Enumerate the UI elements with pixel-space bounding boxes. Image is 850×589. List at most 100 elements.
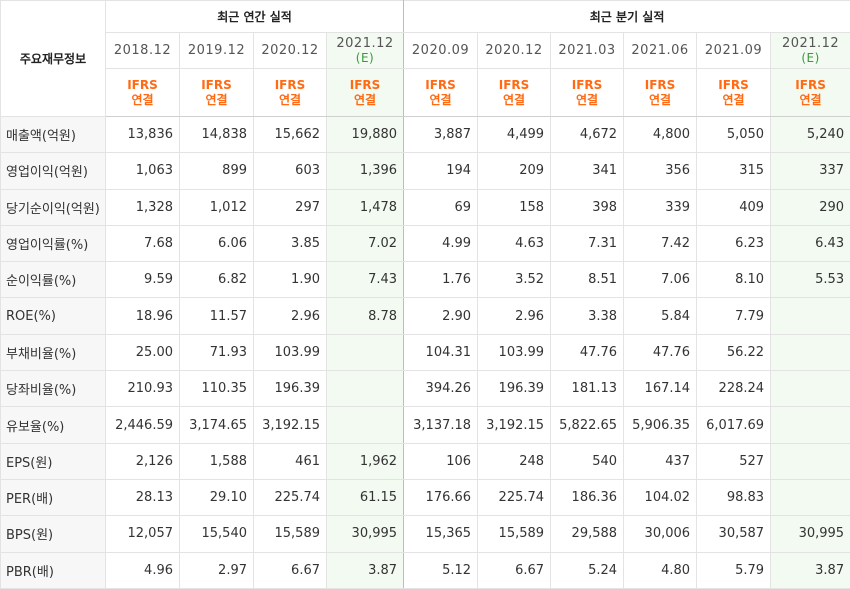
- row-label: BPS(원): [1, 516, 106, 552]
- table-cell: [771, 298, 850, 334]
- table-cell: 461: [254, 443, 327, 479]
- consolidated-label: 연결: [327, 93, 403, 108]
- period-label: 2020.12: [261, 43, 318, 58]
- table-cell: 1,328: [106, 189, 180, 225]
- period-header: 2021.12(E): [771, 33, 850, 69]
- table-cell: 47.76: [624, 334, 697, 370]
- table-cell: 5,822.65: [551, 407, 624, 443]
- table-cell: 30,006: [624, 516, 697, 552]
- estimate-marker: (E): [327, 51, 403, 65]
- table-cell: 409: [697, 189, 771, 225]
- table-cell: 15,589: [478, 516, 551, 552]
- table-cell: 3.38: [551, 298, 624, 334]
- table-cell: 3,192.15: [254, 407, 327, 443]
- table-cell: 6.23: [697, 225, 771, 261]
- table-cell: 5.84: [624, 298, 697, 334]
- table-cell: 394.26: [404, 371, 478, 407]
- table-cell: 398: [551, 189, 624, 225]
- table-cell: 106: [404, 443, 478, 479]
- table-cell: 339: [624, 189, 697, 225]
- table-cell: 1.90: [254, 262, 327, 298]
- table-cell: 5.12: [404, 552, 478, 588]
- table-cell: 47.76: [551, 334, 624, 370]
- table-cell: 899: [180, 153, 254, 189]
- period-header: 2020.09: [404, 33, 478, 69]
- table-cell: 14,838: [180, 117, 254, 153]
- table-cell: 6.82: [180, 262, 254, 298]
- consolidated-label: 연결: [180, 93, 253, 108]
- table-cell: 1,396: [327, 153, 404, 189]
- row-label: 영업이익(억원): [1, 153, 106, 189]
- table-cell: 5.24: [551, 552, 624, 588]
- table-cell: 225.74: [254, 479, 327, 515]
- table-cell: 110.35: [180, 371, 254, 407]
- table-cell: 69: [404, 189, 478, 225]
- period-header: 2019.12: [180, 33, 254, 69]
- table-cell: 3.87: [327, 552, 404, 588]
- table-cell: 19,880: [327, 117, 404, 153]
- consolidated-label: 연결: [624, 93, 696, 108]
- period-label: 2020.09: [412, 43, 469, 58]
- row-label: 영업이익률(%): [1, 225, 106, 261]
- table-cell: 12,057: [106, 516, 180, 552]
- table-cell: 30,587: [697, 516, 771, 552]
- ifrs-label: IFRS: [771, 78, 850, 93]
- table-cell: 209: [478, 153, 551, 189]
- table-cell: 98.83: [697, 479, 771, 515]
- table-cell: [771, 371, 850, 407]
- table-cell: 1.76: [404, 262, 478, 298]
- group-header-row: 주요재무정보 최근 연간 실적 최근 분기 실적: [1, 1, 850, 33]
- table-cell: 540: [551, 443, 624, 479]
- table-cell: [771, 334, 850, 370]
- ifrs-label: IFRS: [697, 78, 770, 93]
- table-cell: 210.93: [106, 371, 180, 407]
- table-cell: 194: [404, 153, 478, 189]
- table-cell: 158: [478, 189, 551, 225]
- table-cell: 29.10: [180, 479, 254, 515]
- table-cell: 4,499: [478, 117, 551, 153]
- period-header: 2020.12: [254, 33, 327, 69]
- consolidated-label: 연결: [106, 93, 179, 108]
- table-cell: [327, 371, 404, 407]
- table-cell: 315: [697, 153, 771, 189]
- period-label: 2018.12: [114, 43, 171, 58]
- consolidated-label: 연결: [551, 93, 623, 108]
- period-header: 2020.12: [478, 33, 551, 69]
- row-label: 당좌비율(%): [1, 371, 106, 407]
- table-cell: 290: [771, 189, 850, 225]
- table-cell: 6.67: [478, 552, 551, 588]
- period-label: 2019.12: [188, 43, 245, 58]
- table-cell: 3,192.15: [478, 407, 551, 443]
- table-cell: 297: [254, 189, 327, 225]
- table-cell: 7.42: [624, 225, 697, 261]
- table-cell: 7.79: [697, 298, 771, 334]
- period-header: 2021.03: [551, 33, 624, 69]
- table-cell: 1,588: [180, 443, 254, 479]
- period-label: 2021.12: [327, 37, 403, 51]
- period-header: 2021.12(E): [327, 33, 404, 69]
- ifrs-label: IFRS: [404, 78, 477, 93]
- table-cell: 104.02: [624, 479, 697, 515]
- period-label: 2021.12: [771, 37, 850, 51]
- table-cell: 15,540: [180, 516, 254, 552]
- table-cell: 1,478: [327, 189, 404, 225]
- table-cell: 196.39: [254, 371, 327, 407]
- period-label: 2021.09: [705, 43, 762, 58]
- table-cell: 29,588: [551, 516, 624, 552]
- table-cell: 1,962: [327, 443, 404, 479]
- table-cell: 3,887: [404, 117, 478, 153]
- table-cell: 5,906.35: [624, 407, 697, 443]
- table-cell: 6.06: [180, 225, 254, 261]
- table-cell: 7.31: [551, 225, 624, 261]
